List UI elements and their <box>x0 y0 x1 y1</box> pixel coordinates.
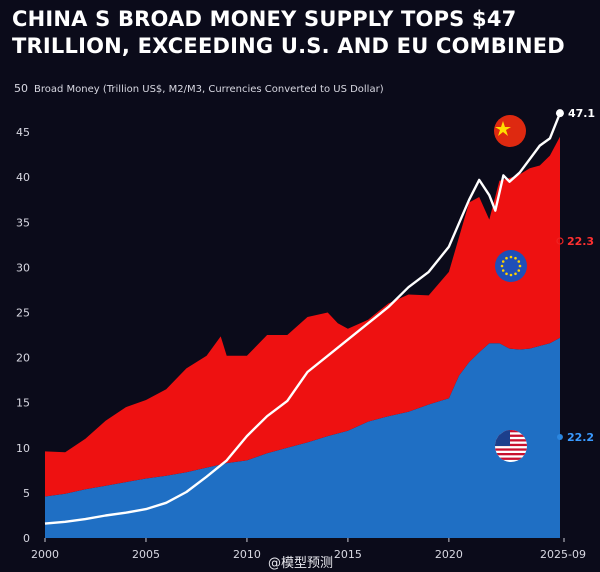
plot-area <box>44 112 562 538</box>
eu-flag-star <box>517 269 521 272</box>
y-tick-label: 15 <box>16 397 30 410</box>
y-axis: 0 5 10 15 20 25 30 35 40 45 50 <box>14 82 30 545</box>
x-tick-label: 2005 <box>132 548 160 561</box>
x-tick-label: 2010 <box>233 548 261 561</box>
us-flag-stripe <box>495 443 527 447</box>
y-tick-label: 35 <box>16 216 30 229</box>
end-marker-china <box>555 109 564 118</box>
x-axis: 2000 2005 2010 2015 2020 2025-09 <box>31 538 586 561</box>
eu-flag-star <box>514 256 517 260</box>
eu-flag-star <box>501 260 505 263</box>
flags <box>494 115 527 462</box>
eu-flag-star <box>505 256 508 260</box>
y-tick-label: 40 <box>16 171 30 184</box>
area-us <box>45 337 560 538</box>
us-flag-stripe <box>495 434 527 437</box>
line-china <box>44 112 562 525</box>
x-tick-label: 2025-09 <box>540 548 586 561</box>
end-marker-eu <box>556 237 564 245</box>
end-labels: 47.1 22.3 22.2 <box>555 107 595 444</box>
end-marker-us <box>556 434 563 440</box>
us-flag-body <box>495 430 527 462</box>
y-tick-label: 50 <box>14 82 28 95</box>
china-flag-star <box>495 121 511 136</box>
y-tick-label: 5 <box>23 487 30 500</box>
x-tick-label: 2020 <box>435 548 463 561</box>
us-flag-stripe <box>495 439 527 442</box>
y-tick-label: 10 <box>16 442 30 455</box>
chart-title: CHINA S BROAD MONEY SUPPLY TOPS $47 TRIL… <box>12 7 565 58</box>
us-flag-icon <box>495 430 527 462</box>
us-flag-stripe <box>495 448 527 451</box>
y-tick-label: 45 <box>16 126 30 139</box>
y-tick-label: 25 <box>16 307 30 320</box>
us-flag-stripe <box>495 430 527 433</box>
eu-flag-star <box>501 269 505 272</box>
eu-flag-star <box>517 260 521 263</box>
area-eu <box>45 136 560 497</box>
x-tick-label: 2000 <box>31 548 59 561</box>
eu-flag-star <box>518 264 522 268</box>
x-tick-label: 2015 <box>334 548 362 561</box>
us-flag-stripe <box>495 453 527 456</box>
eu-flag-star <box>500 264 504 268</box>
y-axis-label: Broad Money (Trillion US$, M2/M3, Curren… <box>34 84 384 95</box>
end-label-eu: 22.3 <box>567 235 594 248</box>
us-flag-stripe <box>495 457 527 460</box>
y-tick-label: 0 <box>23 532 30 545</box>
eu-flag-icon <box>495 250 527 282</box>
end-label-china: 47.1 <box>568 107 595 120</box>
eu-flag-star <box>509 255 513 259</box>
eu-flag-disc <box>495 250 527 282</box>
china-flag-disc <box>494 115 526 147</box>
y-tick-label: 20 <box>16 352 30 365</box>
china-flag-icon <box>494 115 526 147</box>
end-label-us: 22.2 <box>567 431 594 444</box>
watermark: @模型预测 <box>268 556 334 571</box>
eu-flag-star <box>505 272 508 276</box>
y-tick-label: 30 <box>16 261 30 274</box>
eu-flag-star <box>514 272 517 276</box>
eu-flag-star <box>509 273 513 277</box>
